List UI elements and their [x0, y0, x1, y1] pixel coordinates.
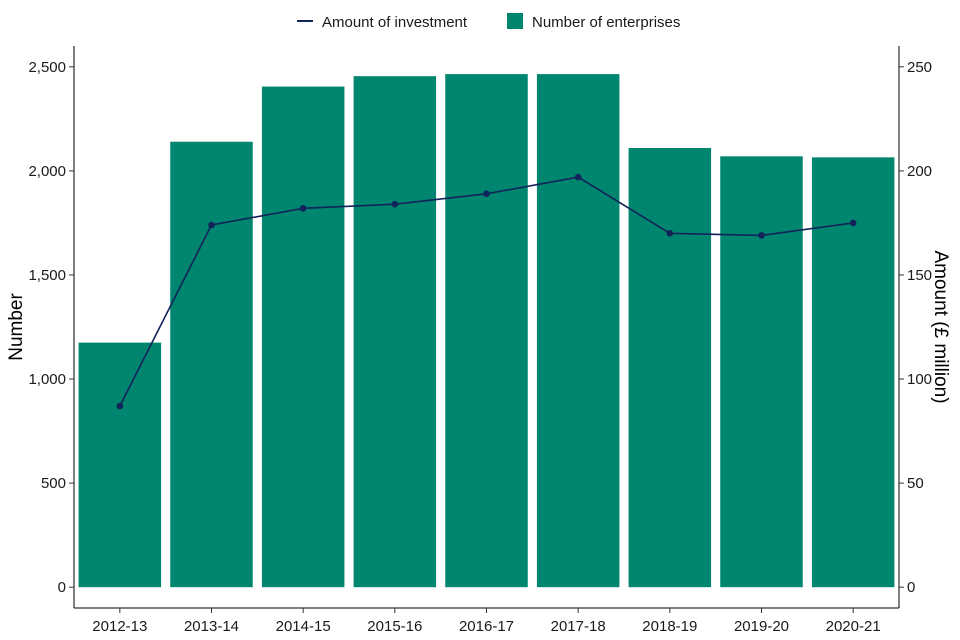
point-2018-19 [666, 230, 674, 237]
legend-label-number-of-enterprises: Number of enterprises [532, 14, 680, 31]
plot-area: 0 500 1,000 1,500 2,000 2,500 0 50 100 150 200 250 2… [28, 46, 932, 635]
x-tick-label-2019-20: 2019-20 [734, 618, 789, 635]
point-2017-18 [574, 173, 582, 181]
legend-swatch-number-of-enterprises [507, 13, 523, 29]
y-axis-title: Number [6, 293, 27, 361]
bar-2016-17 [445, 74, 528, 588]
y-tick-label-1000: 1,000 [28, 371, 66, 388]
bar-2018-19 [628, 147, 712, 588]
x-tick-label-2015-16: 2015-16 [367, 618, 422, 635]
bar-2014-15 [261, 86, 345, 588]
x-tick-label-2014-15: 2014-15 [276, 618, 331, 635]
legend-label-amount-of-investment: Amount of investment [322, 14, 468, 31]
point-2013-14 [208, 221, 215, 229]
y2-tick-label-100: 100 [907, 371, 932, 388]
y2-tick-label-150: 150 [907, 267, 932, 284]
x-tick-label-2012-13: 2012-13 [92, 618, 147, 635]
point-2016-17 [483, 190, 490, 198]
y2-tick-label-250: 250 [907, 59, 932, 76]
point-2014-15 [299, 205, 307, 212]
y2-tick-label-200: 200 [907, 163, 932, 180]
bar-2012-13 [78, 342, 162, 588]
y-tick-label-2000: 2,000 [28, 163, 66, 180]
legend: Amount of investment Number of enterpris… [297, 13, 680, 31]
bar-2020-21 [811, 157, 895, 588]
bar-2019-20 [720, 156, 803, 588]
bar-2013-14 [170, 141, 253, 588]
y-tick-label-500: 500 [41, 475, 66, 492]
x-tick-label-2016-17: 2016-17 [459, 618, 514, 635]
x-tick-label-2018-19: 2018-19 [642, 618, 697, 635]
point-2015-16 [391, 200, 399, 208]
point-2020-21 [849, 219, 857, 227]
x-tick-label-2017-18: 2017-18 [551, 618, 606, 635]
y2-tick-label-50: 50 [907, 475, 924, 492]
point-2019-20 [758, 232, 765, 239]
point-2012-13 [116, 402, 124, 410]
bar-2015-16 [353, 76, 437, 588]
y-tick-label-1500: 1,500 [28, 267, 66, 284]
y2-axis-title: Amount (£ million) [930, 250, 951, 403]
x-tick-label-2020-21: 2020-21 [826, 618, 881, 635]
y2-tick-label-0: 0 [907, 579, 915, 596]
y-tick-label-2500: 2,500 [28, 59, 66, 76]
y-tick-label-0: 0 [58, 579, 66, 596]
bar-2017-18 [536, 74, 620, 588]
x-tick-label-2013-14: 2013-14 [184, 618, 239, 635]
